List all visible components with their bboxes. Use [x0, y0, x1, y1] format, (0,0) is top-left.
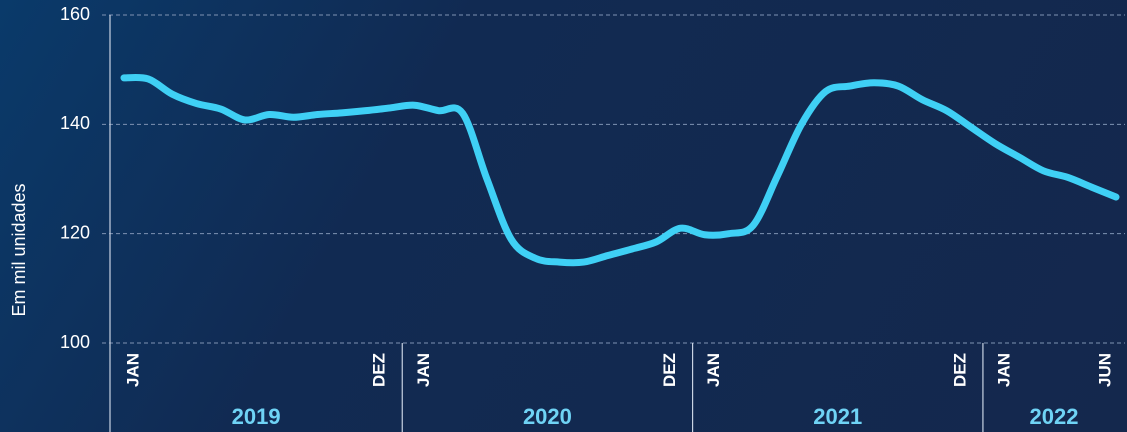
y-tick-label: 100: [60, 332, 90, 352]
x-tick-label: JAN: [414, 353, 433, 387]
x-tick-label: DEZ: [370, 353, 389, 387]
y-axis-title: Em mil unidades: [9, 183, 29, 316]
year-label: 2020: [523, 404, 572, 429]
y-tick-label: 140: [60, 113, 90, 133]
x-tick-label: JAN: [704, 353, 723, 387]
x-tick-label: JAN: [123, 353, 142, 387]
x-tick-label: JUN: [1095, 353, 1114, 387]
year-label: 2021: [813, 404, 862, 429]
y-tick-label: 160: [60, 4, 90, 24]
line-series: [120, 73, 1120, 267]
year-label: 2022: [1029, 404, 1078, 429]
x-tick-label: JAN: [995, 353, 1014, 387]
y-tick-label: 120: [60, 222, 90, 242]
year-label: 2019: [232, 404, 281, 429]
x-tick-label: DEZ: [950, 353, 969, 387]
x-tick-label: DEZ: [660, 353, 679, 387]
